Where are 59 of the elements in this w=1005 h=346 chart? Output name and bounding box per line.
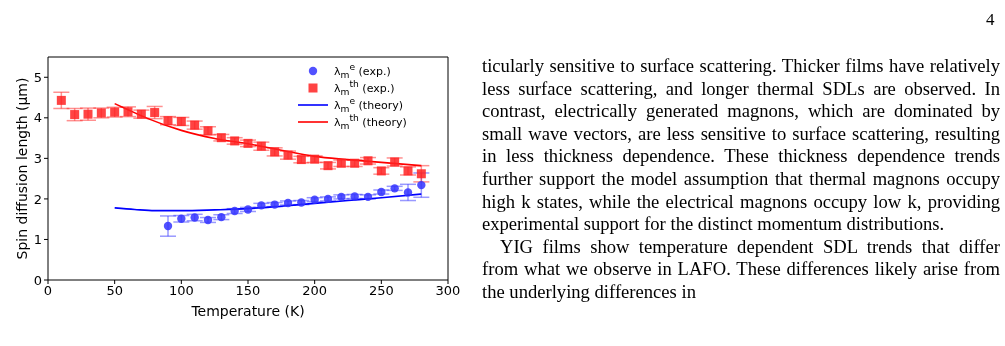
point [376,166,386,176]
point [243,138,253,148]
point [417,180,426,190]
point [390,157,400,167]
point [150,108,160,118]
line-series [113,102,423,167]
point [336,158,346,168]
y-tick-label: 3 [33,150,42,166]
x-tick-label: 150 [235,283,261,299]
point [230,136,240,146]
point [96,108,106,118]
point [403,166,413,176]
point [203,126,213,136]
point [190,120,200,130]
point [363,156,373,166]
x-tick-label: 300 [435,283,461,299]
y-tick-label: 1 [33,232,42,248]
point [323,161,333,171]
point [216,133,226,143]
legend-label: λ$_{m}$$^{e}$ (theory) [334,95,403,114]
point [256,141,266,151]
text: YIG films show temperature dependent SDL trends that differ from what we observe in LAFO. These differences likely arise from the underlying differences in [482,235,1000,304]
point [163,116,173,126]
point [243,205,253,214]
point [283,198,293,208]
y-tick-label: 0 [33,272,42,288]
point [283,150,293,160]
x-axis-title: Temperature (K) [190,303,305,319]
x-tick-label: 0 [43,283,53,299]
point [363,192,373,202]
x-tick-label: 100 [168,283,194,299]
point [70,110,80,120]
legend-label: λ$_{m}$$^{e}$ (exp.) [334,61,391,80]
point [110,107,120,117]
point [203,215,213,225]
legend-label: λ$_{m}$$^{th}$ (theory) [334,112,407,131]
y-tick-label: 5 [33,69,42,85]
point [350,158,360,168]
text: 4 [986,10,995,30]
text: ticularly sensitive to surface scattering. Thicker films have relatively less surface scattering, and longer thermal SDLs are observed. In contrast, electrically generated magnons, which are dominated by small wave vectors, are less sensitive to surface scattering, resulting in less thickness dependence. These thickness dependence trends further support the model assumption that thermal magnons occupy high k states, while the electrical magnons occupy low k, providing experimental support for the distinct momentum distributions. [482,55,1000,236]
x-tick-label: 250 [368,283,394,299]
point [416,169,426,179]
legend-label: λ$_{m}$$^{th}$ (exp.) [334,78,395,97]
point [296,155,306,165]
point [56,95,66,105]
y-tick-label: 2 [33,191,42,207]
point [403,188,413,197]
point [323,194,333,204]
point [163,221,173,231]
x-tick-label: 50 [106,283,123,299]
point [136,109,146,119]
y-axis-title: Spin diffusion length (μm) [14,77,30,260]
point [176,116,186,126]
y-tick-label: 4 [33,110,42,126]
x-tick-label: 200 [302,283,328,299]
point [123,107,133,117]
point [270,147,280,157]
point [83,109,93,119]
point [310,154,320,164]
